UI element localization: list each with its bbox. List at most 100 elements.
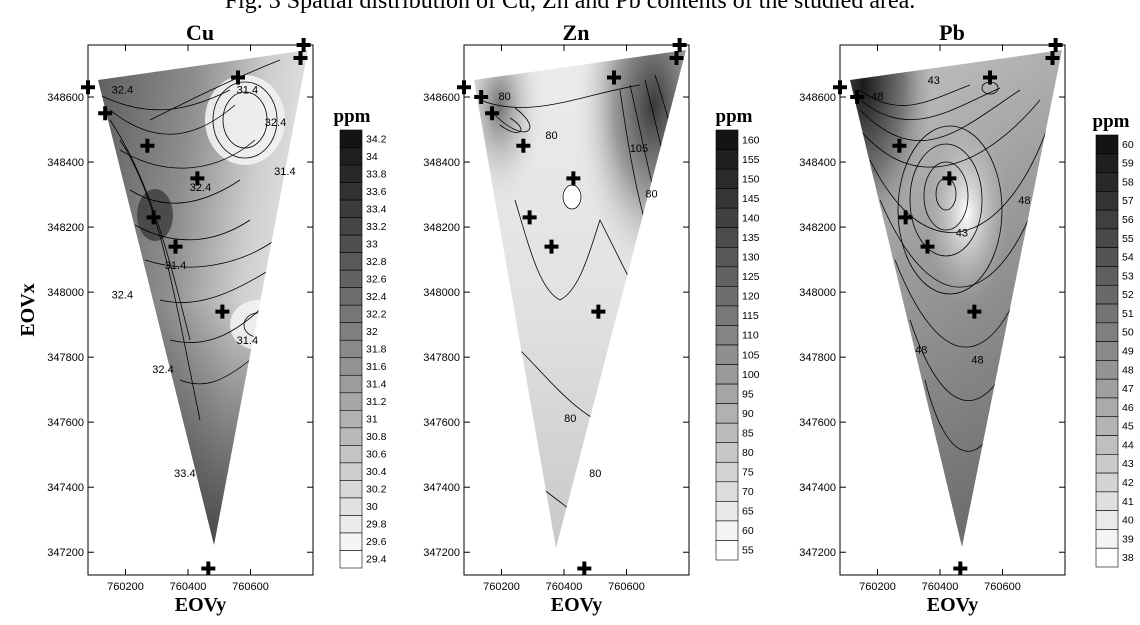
y-tick-label: 348200: [47, 222, 84, 234]
colorbar-swatch: [1095, 247, 1119, 267]
y-tick-label: 348000: [423, 287, 460, 299]
colorbar-label: 29.8: [366, 519, 387, 531]
contour-label: 32.4: [152, 364, 173, 376]
colorbar-swatch: [339, 515, 363, 534]
colorbar-swatch: [715, 207, 739, 229]
y-tick-label: 348200: [799, 222, 836, 234]
colorbar-swatch: [1095, 153, 1119, 173]
colorbar-label: 145: [742, 193, 760, 205]
y-tick-label: 347800: [47, 352, 84, 364]
zn-panel: Zn 347200 347400 347600 347800 348000 348200 34…: [423, 20, 759, 616]
colorbar-label: 32.4: [366, 291, 387, 303]
y-tick-label: 348600: [47, 92, 84, 104]
contour-label: 48: [871, 91, 883, 103]
contour-label: 32.4: [190, 182, 211, 194]
colorbar-swatch: [715, 520, 739, 541]
colorbar-label: 53: [1122, 270, 1134, 282]
colorbar-label: 33.6: [366, 186, 387, 198]
sample-point-marker: [231, 70, 245, 85]
colorbar-swatch: [715, 168, 739, 189]
sample-point-marker: [485, 106, 500, 121]
colorbar-label: 110: [742, 330, 759, 342]
colorbar-label: 47: [1122, 383, 1134, 395]
pb-map-body: [850, 50, 1062, 547]
colorbar-label: 59: [1122, 158, 1134, 170]
colorbar-label: 33.8: [366, 168, 387, 180]
colorbar-swatch: [339, 357, 363, 376]
contour-label: 31.4: [237, 335, 258, 347]
colorbar-swatch: [1095, 472, 1119, 493]
y-tick-label: 348600: [799, 92, 836, 104]
colorbar-swatch: [715, 501, 739, 522]
colorbar-swatch: [1095, 172, 1119, 192]
x-tick-label: 760600: [232, 581, 269, 593]
colorbar-swatch: [715, 540, 739, 561]
colorbar-label: 55: [742, 545, 754, 557]
y-tick-label: 348400: [423, 157, 460, 169]
contour-label: 80: [545, 130, 557, 142]
sample-point-marker: [140, 138, 155, 153]
zn-map-body: [474, 50, 686, 548]
colorbar-swatch: [1095, 360, 1119, 380]
contour-label: 80: [645, 189, 657, 201]
colorbar-label: 30.4: [366, 466, 387, 478]
colorbar-swatch: [1095, 134, 1119, 155]
colorbar-label: 58: [1122, 176, 1134, 188]
contour-label: 43: [928, 75, 940, 87]
colorbar-label: 30.8: [366, 431, 387, 443]
sample-point-marker: [1048, 38, 1063, 52]
plot-frame: [87, 44, 314, 576]
colorbar-swatch: [715, 188, 739, 209]
colorbar-swatch: [339, 129, 363, 148]
sample-point-marker: [953, 561, 968, 576]
y-tick-label: 347400: [47, 482, 84, 494]
contour-label: 48: [1018, 195, 1030, 207]
colorbar-swatch: [339, 182, 363, 201]
colorbar-swatch: [339, 427, 363, 446]
colorbar-label: 40: [1122, 515, 1134, 527]
contour-label: 48: [971, 354, 983, 366]
colorbar-swatch: [1095, 303, 1119, 324]
colorbar-label: 49: [1122, 346, 1134, 358]
y-tick-label: 348400: [799, 157, 836, 169]
x-tick-label: 760600: [984, 581, 1021, 593]
colorbar-swatch: [715, 442, 739, 463]
colorbar-label: 34.2: [366, 133, 387, 145]
panel-title: Cu: [186, 20, 214, 45]
x-tick-label: 760400: [170, 581, 207, 593]
colorbar-label: 41: [1122, 496, 1134, 508]
x-tick-label: 760200: [483, 581, 520, 593]
x-axis-label: EOVy: [551, 594, 603, 616]
sample-point-marker: [967, 304, 982, 319]
colorbar-swatch: [339, 497, 363, 516]
y-tick-label: 347800: [423, 352, 460, 364]
colorbar-swatch: [715, 227, 739, 248]
sample-point-marker: [81, 80, 95, 95]
sample-point-marker: [522, 210, 537, 225]
colorbar-label: 140: [742, 212, 760, 224]
colorbar-label: 44: [1122, 439, 1134, 451]
colorbar-label: 52: [1122, 289, 1134, 301]
panel-title: Zn: [563, 20, 590, 45]
colorbar-label: 125: [742, 271, 760, 283]
colorbar-unit: ppm: [334, 106, 371, 127]
sample-point-marker: [920, 239, 935, 254]
colorbar-label: 30.6: [366, 449, 387, 461]
colorbar-label: 160: [742, 134, 760, 146]
sample-point-marker: [215, 304, 230, 319]
contour-label: 80: [499, 91, 511, 103]
colorbar-swatch: [715, 383, 739, 404]
colorbar-swatch: [1095, 209, 1119, 230]
colorbar-swatch: [339, 532, 363, 551]
colorbar-label: 150: [742, 173, 760, 185]
x-tick-label: 760400: [546, 581, 583, 593]
colorbar-swatch: [1095, 454, 1119, 474]
colorbar-label: 100: [742, 369, 760, 381]
colorbar-unit: ppm: [716, 106, 753, 127]
panel-title: Pb: [939, 20, 965, 45]
colorbar-swatch: [339, 374, 363, 394]
sample-point-marker: [457, 80, 471, 95]
colorbar-label: 30.2: [366, 484, 387, 496]
contour-label: 32.4: [265, 117, 286, 129]
